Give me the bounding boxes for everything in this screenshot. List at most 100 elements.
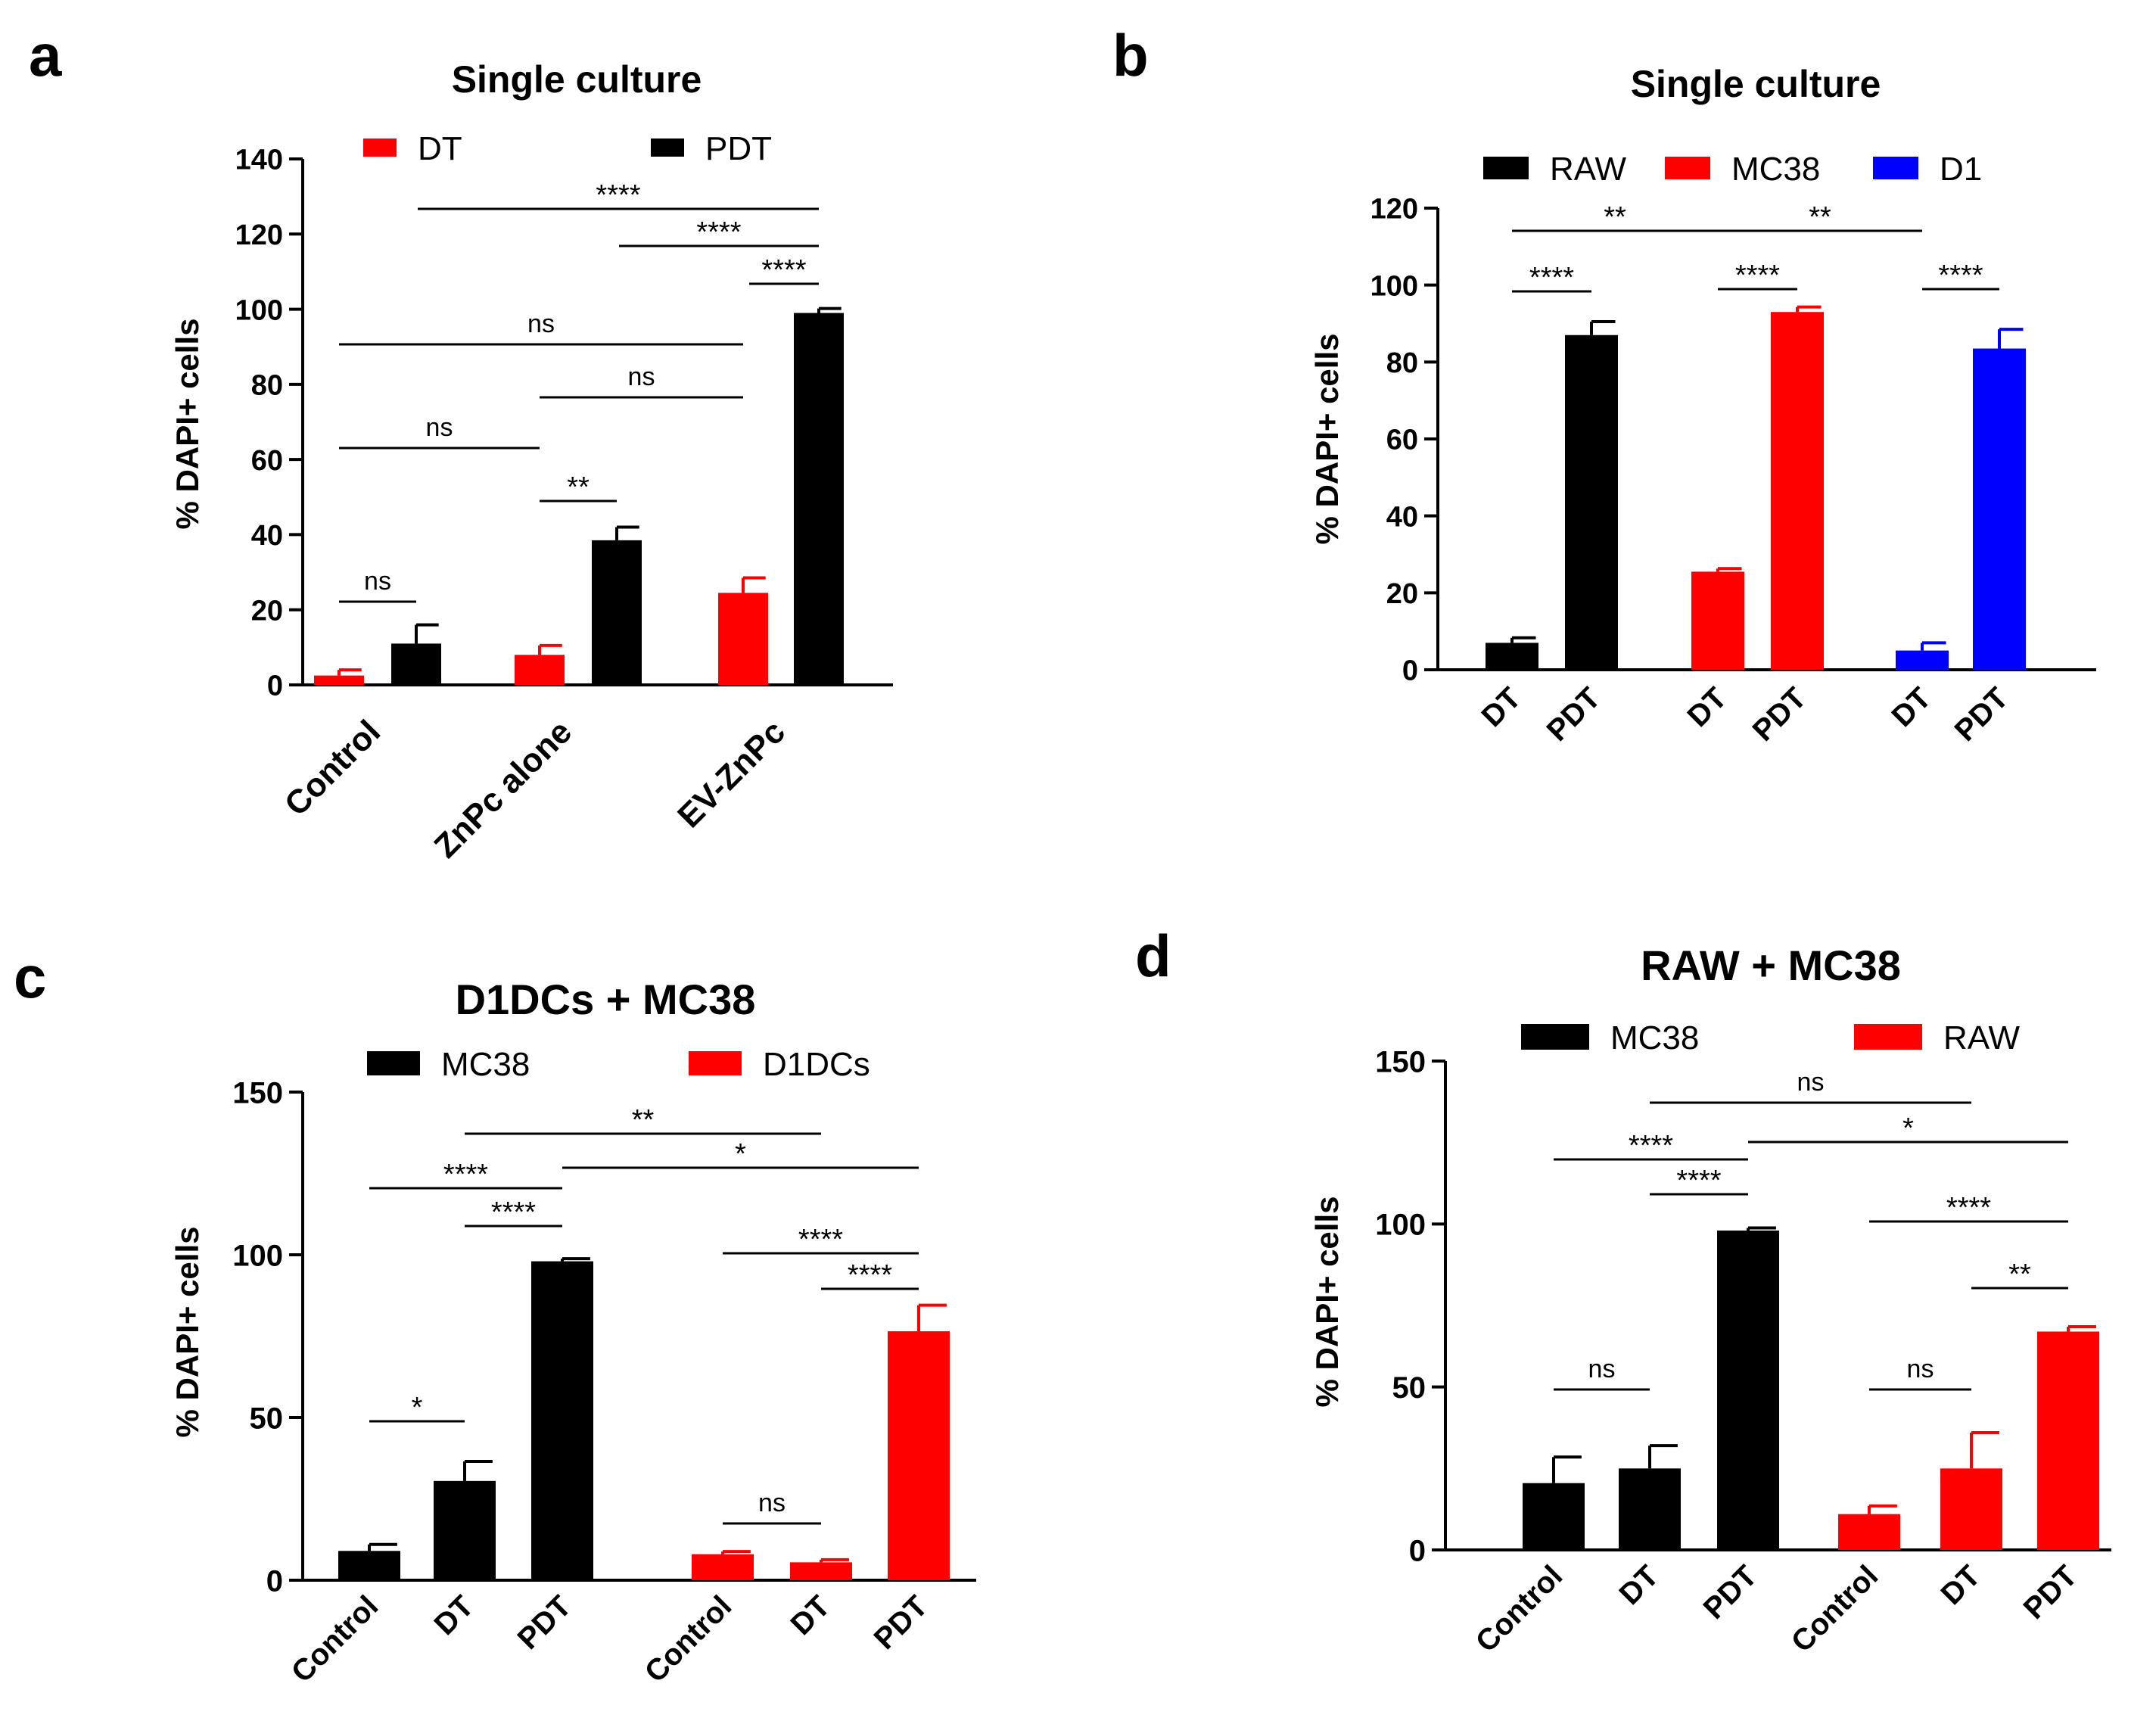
legend-swatch (363, 138, 397, 157)
y-tick-label: 100 (1375, 1209, 1426, 1242)
y-tick-label: 40 (1386, 501, 1418, 533)
x-tick-label: EV-ZnPc (670, 713, 792, 835)
y-axis-label: % DAPI+ cells (170, 1227, 205, 1438)
y-tick-label: 0 (266, 1564, 283, 1598)
bar (790, 1562, 852, 1580)
significance-label: * (735, 1138, 746, 1170)
bar (1771, 312, 1824, 670)
significance-label: * (412, 1392, 423, 1424)
bar (718, 593, 768, 685)
panel-a: a Single culture % DAPI+ cells 0 20 40 60 80 100… (29, 22, 893, 865)
legend-label: MC38 (441, 1046, 530, 1083)
significance-label: **** (1676, 1165, 1721, 1197)
legend-swatch (1873, 157, 1918, 179)
significance-label: **** (1629, 1130, 1673, 1162)
legend-swatch (689, 1051, 742, 1075)
legend-swatch (1665, 157, 1710, 179)
legend-label: D1DCs (763, 1046, 870, 1083)
bar (1973, 348, 2026, 670)
x-tick-label: Control (1785, 1559, 1885, 1659)
significance-label: ns (1588, 1355, 1616, 1383)
legend-swatch (367, 1051, 420, 1075)
bar (434, 1480, 496, 1580)
bar (1691, 571, 1744, 670)
significance-label: ns (364, 567, 391, 596)
bar (592, 540, 642, 685)
significance-label: **** (1946, 1192, 1991, 1224)
legend-swatch (1483, 157, 1529, 179)
legend-swatch (1521, 1024, 1589, 1050)
y-tick-label: 80 (1386, 347, 1418, 379)
x-tick-label: Control (285, 1589, 385, 1689)
chart-title: D1DCs + MC38 (456, 976, 756, 1023)
significance-label: **** (1735, 260, 1780, 291)
chart-title: Single culture (1631, 63, 1881, 105)
y-axis-label: % DAPI+ cells (1309, 334, 1345, 545)
bar (338, 1551, 400, 1580)
legend-label: MC38 (1610, 1019, 1699, 1056)
significance-label: ** (567, 471, 590, 503)
panel-letter: d (1135, 923, 1171, 989)
x-tick-label: PDT (1747, 681, 1813, 748)
bar (888, 1331, 950, 1580)
y-tick-label: 60 (1386, 425, 1418, 456)
significance-label: * (1902, 1113, 1914, 1144)
significance-label: ** (1809, 201, 1831, 233)
y-axis-label: % DAPI+ cells (1309, 1197, 1345, 1408)
bar (314, 675, 364, 685)
bar (794, 313, 844, 685)
significance-label: **** (696, 216, 741, 248)
y-tick-label: 100 (1370, 270, 1418, 302)
legend-label: MC38 (1731, 151, 1820, 188)
legend-label: D1 (1940, 151, 1982, 188)
significance-label: **** (761, 254, 806, 286)
significance-label: ** (2008, 1259, 2031, 1290)
x-tick-label: DT (785, 1589, 837, 1642)
bar (1940, 1468, 2002, 1550)
y-tick-label: 80 (251, 370, 283, 402)
legend-label: PDT (705, 130, 772, 167)
significance-label: **** (443, 1159, 488, 1190)
panel-letter: c (14, 944, 46, 1010)
panel-letter: a (29, 22, 62, 89)
significance-label: ns (1797, 1068, 1825, 1097)
significance-label: ns (527, 310, 555, 338)
y-tick-label: 120 (235, 219, 283, 251)
x-tick-label: Control (639, 1589, 739, 1689)
y-tick-label: 0 (267, 671, 283, 702)
significance-label: ** (1604, 201, 1626, 233)
bar (692, 1554, 754, 1580)
x-tick-label: DT (1613, 1559, 1666, 1611)
significance-label: ** (632, 1104, 655, 1136)
x-tick-label: PDT (868, 1589, 935, 1656)
y-tick-label: 100 (232, 1239, 283, 1272)
bar (1838, 1514, 1900, 1550)
significance-label: **** (798, 1224, 843, 1256)
bar (1896, 650, 1949, 670)
significance-label: ns (628, 363, 655, 391)
x-tick-label: DT (1682, 681, 1734, 733)
y-tick-label: 60 (251, 445, 283, 477)
x-tick-label: DT (1476, 681, 1528, 733)
bar (1619, 1468, 1681, 1550)
x-tick-label: PDT (1697, 1559, 1764, 1626)
x-tick-label: Control (1470, 1559, 1570, 1659)
legend-label: RAW (1943, 1019, 2020, 1056)
x-tick-label: PDT (1541, 681, 1607, 748)
y-tick-label: 150 (232, 1076, 283, 1109)
significance-label: **** (1938, 260, 1983, 291)
y-tick-label: 50 (250, 1402, 284, 1435)
panel-d: d RAW + MC38 % DAPI+ cells 0 50 100 150 MC38 RAW… (1135, 923, 2111, 1659)
panel-letter: b (1112, 22, 1149, 89)
y-tick-label: 40 (251, 520, 283, 552)
x-tick-label: PDT (1949, 681, 2015, 748)
y-tick-label: 20 (1386, 578, 1418, 610)
legend-swatch (651, 138, 684, 157)
bar (531, 1261, 593, 1580)
y-tick-label: 50 (1392, 1371, 1426, 1405)
bar (1565, 335, 1618, 670)
chart-title: RAW + MC38 (1641, 941, 1901, 989)
significance-label: **** (596, 179, 640, 211)
y-tick-label: 0 (1409, 1534, 1426, 1567)
significance-label: ns (1907, 1355, 1934, 1383)
